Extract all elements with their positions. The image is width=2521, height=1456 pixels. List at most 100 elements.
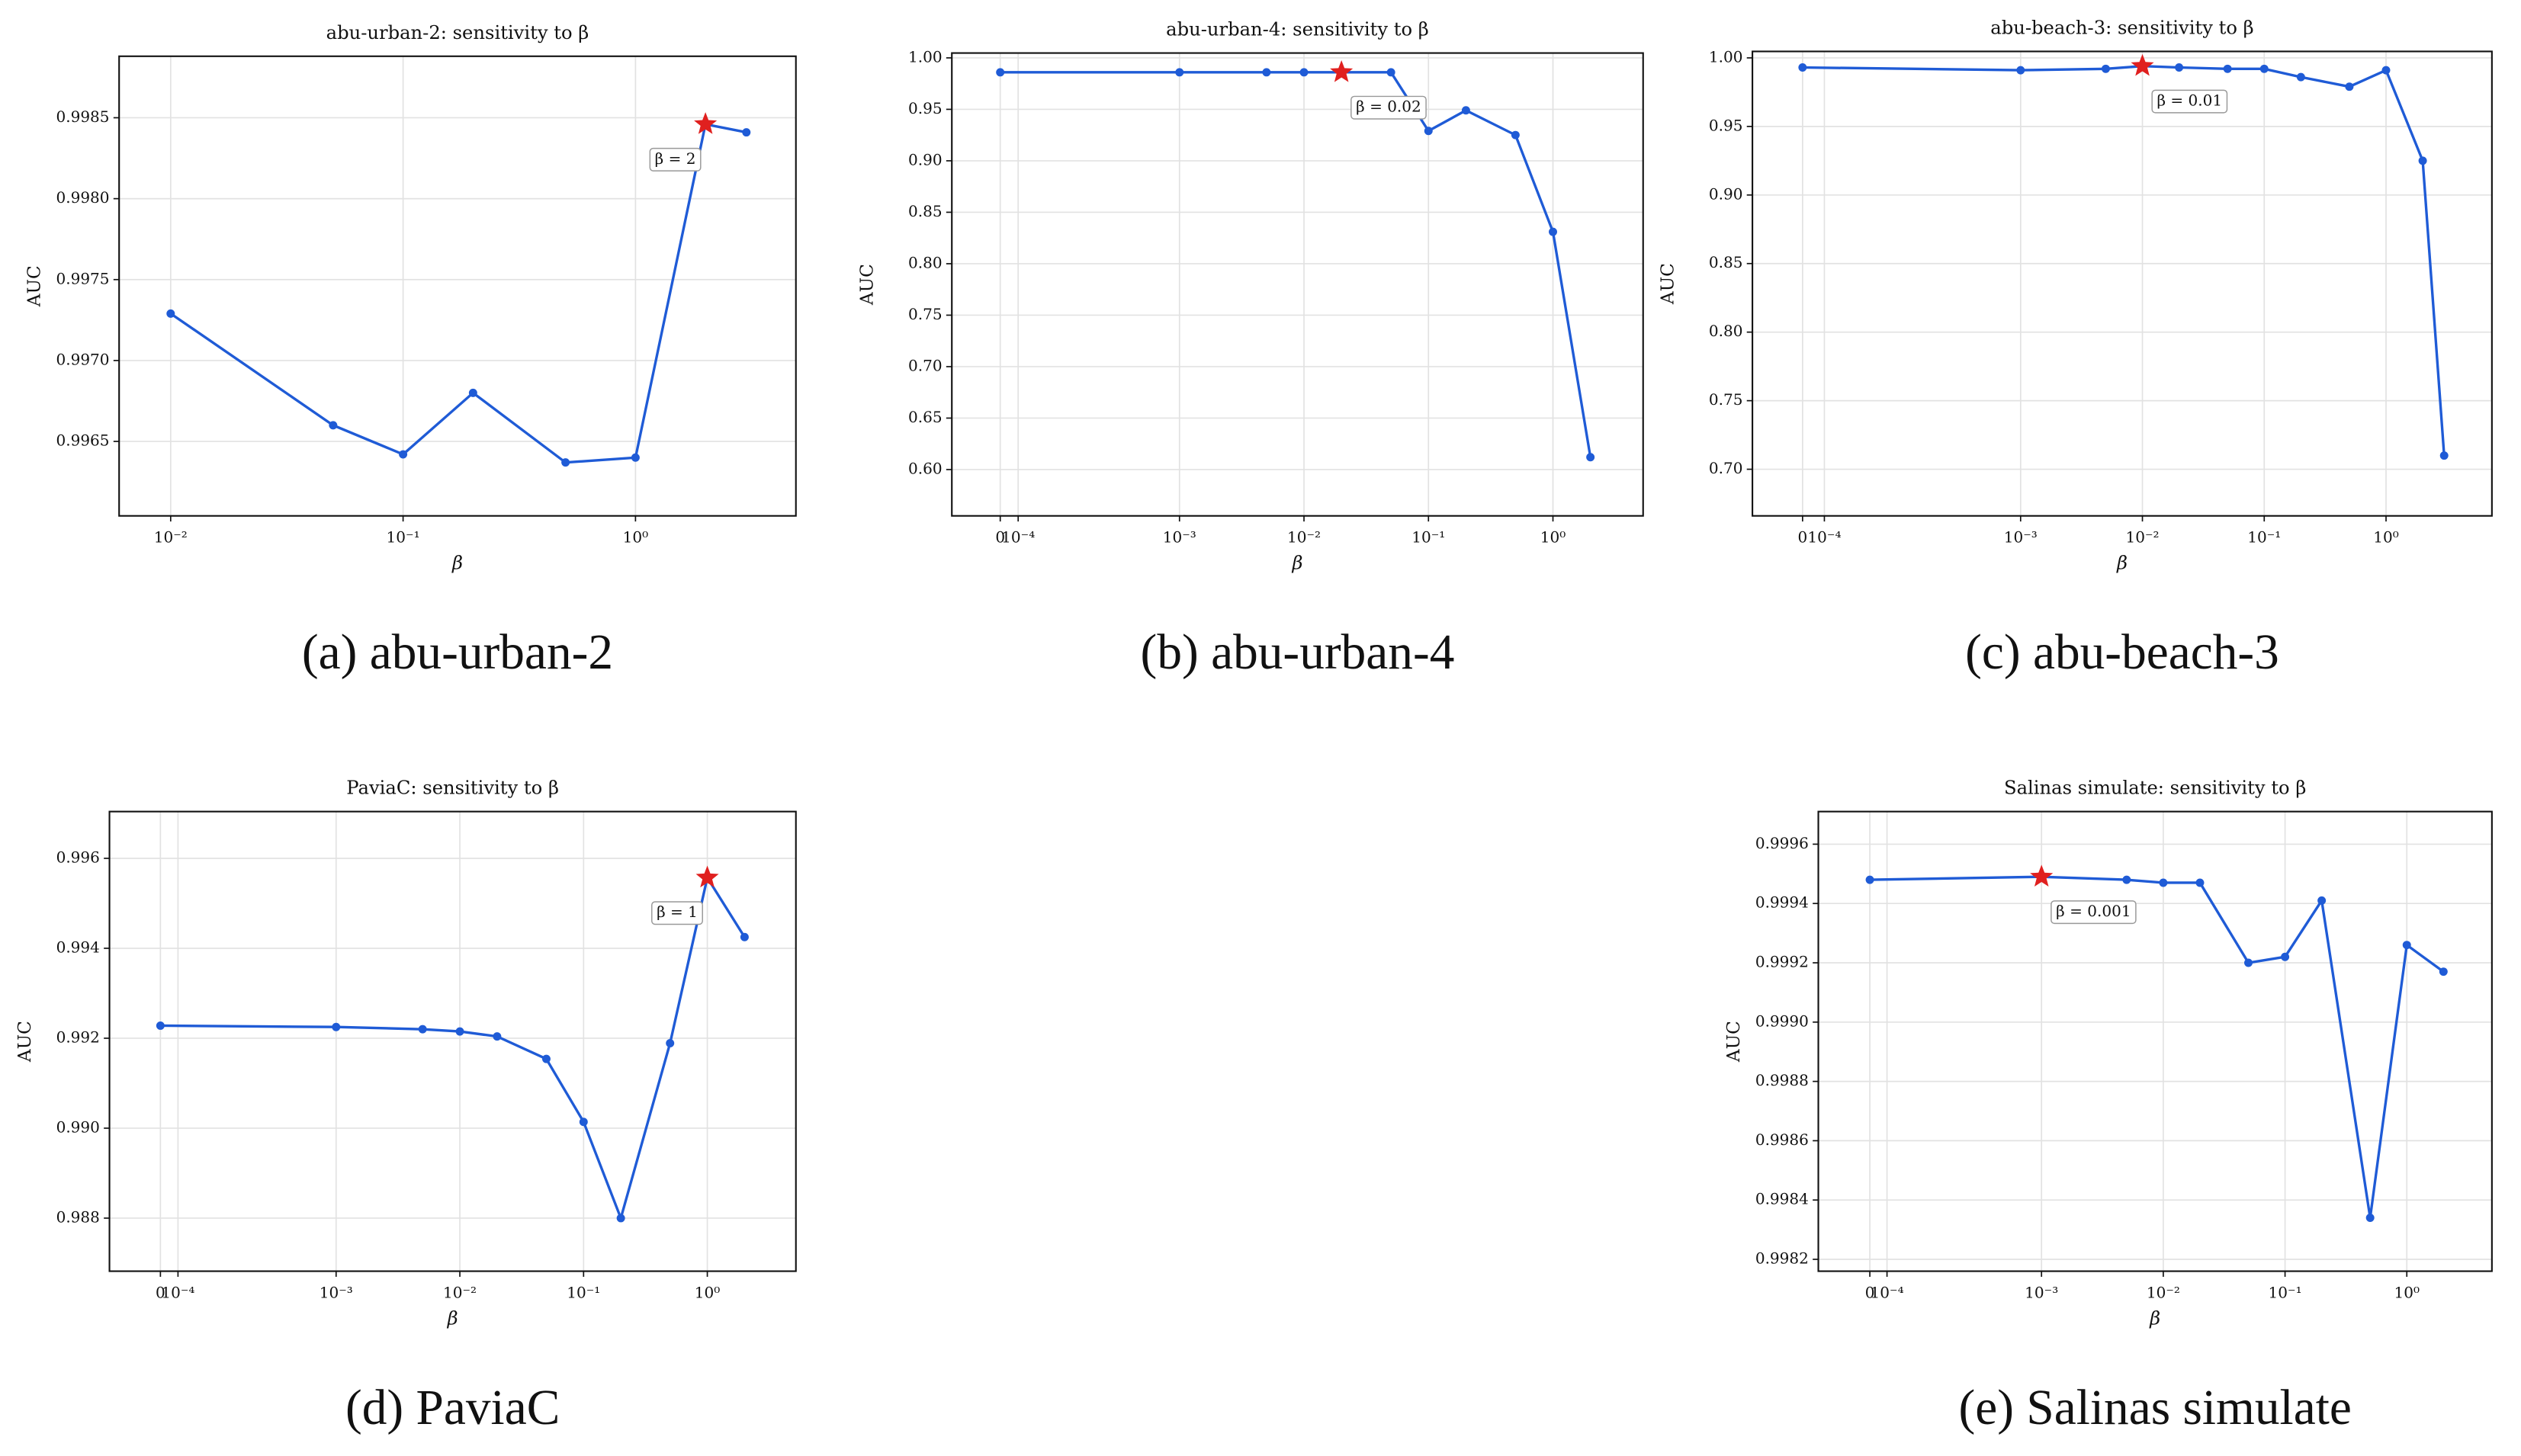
y-tick-label: 0.85 xyxy=(908,202,943,220)
caption: (c) abu-beach-3 xyxy=(1965,625,2279,680)
data-point xyxy=(2259,64,2269,73)
caption: (a) abu-urban-2 xyxy=(302,625,613,680)
plot-frame xyxy=(1752,50,2493,517)
y-tick-label: 0.990 xyxy=(56,1118,100,1136)
data-point xyxy=(2223,64,2232,73)
data-line xyxy=(169,122,747,464)
data-point xyxy=(329,421,338,430)
chart-title: abu-urban-2: sensitivity to β xyxy=(326,21,589,43)
y-tick-label: 0.9970 xyxy=(56,350,110,368)
y-tick-label: 1.00 xyxy=(1709,47,1743,66)
y-tick-label: 0.9982 xyxy=(1755,1249,1809,1268)
data-point xyxy=(2159,878,2168,887)
annotation: β = 2 xyxy=(655,149,696,168)
data-point xyxy=(493,1032,502,1041)
data-point xyxy=(2402,941,2411,950)
data-point xyxy=(1461,106,1470,115)
x-tick-label: 10⁻³ xyxy=(2004,528,2038,547)
x-tick-label: 10⁻² xyxy=(1287,528,1321,547)
x-tick-label: 0 xyxy=(1865,1284,1875,1302)
subplot: 0.70 0.75 0.80 0.85 0.90 0.95 1.00 0 10⁻⁴ 10⁻³ 10⁻… xyxy=(1657,16,2493,680)
chart-title: Salinas simulate: sensitivity to β xyxy=(2004,777,2306,799)
x-tick-label: 10⁰ xyxy=(2394,1284,2420,1302)
data-point xyxy=(1798,63,1807,72)
x-tick-label: 10⁻² xyxy=(2126,528,2160,547)
data-point xyxy=(2439,451,2449,460)
data-point xyxy=(1386,68,1395,77)
y-tick-label: 0.75 xyxy=(1709,390,1743,409)
y-tick-label: 0.70 xyxy=(1709,459,1743,477)
x-axis-label: β xyxy=(2149,1307,2160,1329)
data-point xyxy=(616,1214,625,1223)
data-point xyxy=(579,1118,588,1127)
y-axis-label: AUC xyxy=(14,1021,35,1063)
caption: (b) abu-urban-4 xyxy=(1141,625,1455,680)
x-tick-label: 10⁰ xyxy=(1540,528,1566,547)
data-point xyxy=(2317,896,2327,905)
y-tick-label: 0.992 xyxy=(56,1028,100,1046)
annotation-box xyxy=(1350,95,1427,120)
plot-frame xyxy=(118,55,797,517)
data-point xyxy=(399,450,408,459)
y-tick-label: 0.9992 xyxy=(1755,953,1809,971)
y-tick-label: 0.9996 xyxy=(1755,834,1809,852)
y-tick-label: 0.80 xyxy=(908,253,943,271)
data-point xyxy=(1424,127,1433,136)
annotation: β = 1 xyxy=(657,903,698,921)
x-tick-label: 10⁻¹ xyxy=(567,1284,600,1302)
y-tick-label: 0.9986 xyxy=(1755,1130,1809,1149)
data-point xyxy=(1511,130,1520,140)
data-point xyxy=(996,68,1005,77)
annotation: β = 0.01 xyxy=(2157,91,2223,110)
data-point xyxy=(332,1022,341,1031)
data-point xyxy=(740,932,749,941)
data-point xyxy=(2345,82,2354,91)
x-tick-label: 10⁻¹ xyxy=(2247,528,2281,547)
x-tick-label: 10⁻⁴ xyxy=(161,1284,194,1302)
data-point xyxy=(2195,878,2205,887)
plot-frame xyxy=(951,52,1644,517)
subplot: 0.9965 0.9970 0.9975 0.9980 0.9985 10⁻² 10⁻¹ 10… xyxy=(24,21,797,680)
best-point-star xyxy=(2131,53,2154,76)
data-point xyxy=(2418,156,2427,165)
y-tick-label: 0.65 xyxy=(908,408,943,426)
x-tick-label: 10⁰ xyxy=(623,528,649,547)
data-line xyxy=(1802,65,2446,456)
data-point xyxy=(1586,453,1595,462)
data-point xyxy=(2122,875,2131,884)
x-tick-label: 10⁻⁴ xyxy=(1807,528,1841,547)
data-point xyxy=(541,1054,551,1063)
x-axis-label: β xyxy=(1291,551,1302,573)
data-point xyxy=(468,388,477,397)
y-tick-label: 0.9994 xyxy=(1755,893,1809,912)
x-axis-label: β xyxy=(451,551,463,573)
y-tick-label: 0.95 xyxy=(908,99,943,117)
x-tick-label: 10⁰ xyxy=(695,1284,721,1302)
best-point-star xyxy=(694,112,718,134)
x-tick-label: 10⁻² xyxy=(154,528,188,547)
y-tick-label: 1.00 xyxy=(908,47,943,66)
y-tick-label: 0.75 xyxy=(908,305,943,323)
chart-title: abu-beach-3: sensitivity to β xyxy=(1990,16,2253,38)
x-tick-label: 10⁻² xyxy=(443,1284,477,1302)
caption: (e) Salinas simulate xyxy=(1959,1381,2352,1435)
x-tick-label: 10⁻⁴ xyxy=(1871,1284,1904,1302)
best-point-star xyxy=(1330,60,1354,82)
x-tick-label: 0 xyxy=(156,1284,165,1302)
plot-frame xyxy=(1817,810,2493,1272)
chart-title: PaviaC: sensitivity to β xyxy=(346,777,559,799)
y-axis-label: AUC xyxy=(857,264,878,306)
data-point xyxy=(1175,68,1184,77)
x-tick-label: 10⁻³ xyxy=(2025,1284,2058,1302)
y-tick-label: 0.90 xyxy=(908,150,943,168)
y-tick-label: 0.9990 xyxy=(1755,1012,1809,1030)
y-tick-label: 0.988 xyxy=(56,1207,100,1226)
x-axis-label: β xyxy=(447,1307,458,1329)
y-axis-label: AUC xyxy=(1657,263,1678,305)
x-tick-label: 10⁻¹ xyxy=(387,528,420,547)
y-tick-label: 0.90 xyxy=(1709,184,1743,203)
y-tick-label: 0.994 xyxy=(56,938,100,956)
y-tick-label: 0.9965 xyxy=(56,431,110,450)
